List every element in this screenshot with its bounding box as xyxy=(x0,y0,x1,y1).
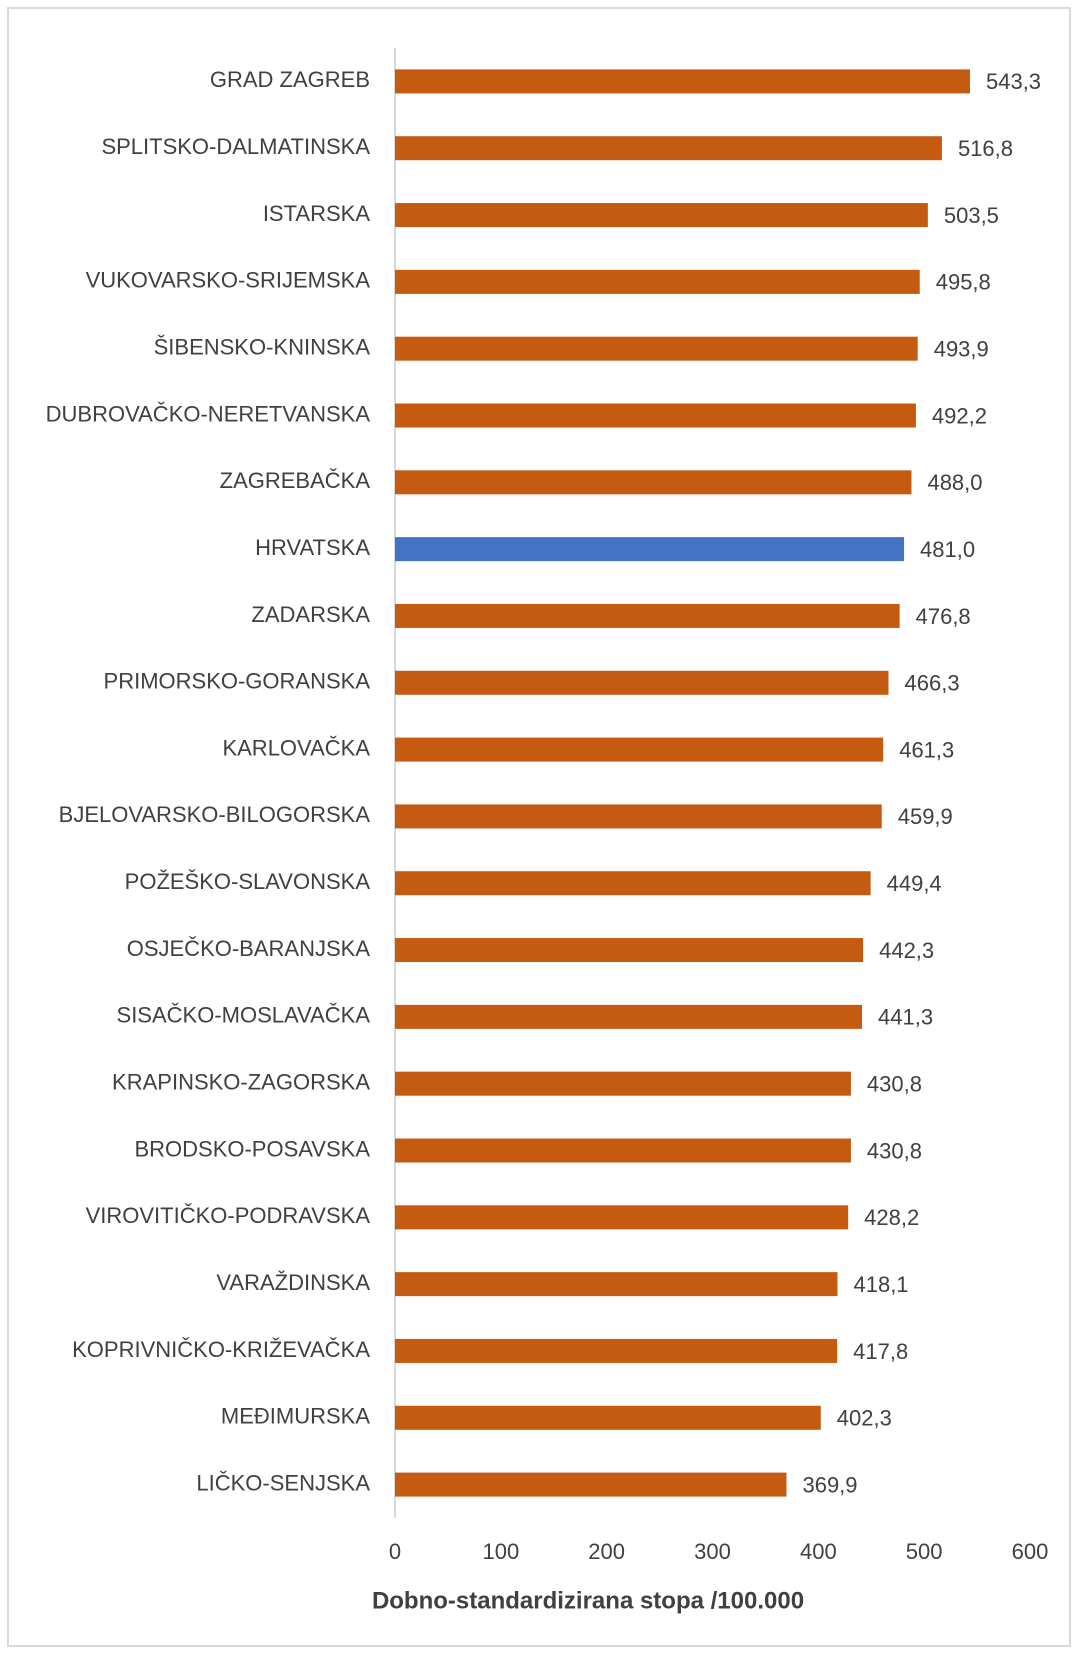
bar xyxy=(395,804,882,829)
bar xyxy=(395,1004,863,1029)
x-tick-label: 600 xyxy=(1012,1539,1049,1564)
bar xyxy=(395,603,900,628)
bar xyxy=(395,938,864,963)
data-label: 493,9 xyxy=(934,336,989,361)
y-tick-label: ŠIBENSKO-KNINSKA xyxy=(154,334,371,359)
data-label: 442,3 xyxy=(879,938,934,963)
x-tick-label: 0 xyxy=(389,1539,401,1564)
bar xyxy=(395,1205,849,1230)
y-tick-label: ZAGREBAČKA xyxy=(220,468,371,493)
bar xyxy=(395,737,884,762)
y-tick-label: ZADARSKA xyxy=(251,602,370,627)
y-tick-label: SISAČKO-MOSLAVAČKA xyxy=(117,1003,371,1028)
bar xyxy=(395,470,912,495)
data-label: 402,3 xyxy=(837,1406,892,1431)
data-label: 495,8 xyxy=(936,270,991,295)
x-tick-label: 200 xyxy=(588,1539,625,1564)
bar xyxy=(395,1071,851,1096)
bar xyxy=(395,1272,838,1297)
bar xyxy=(395,269,920,294)
data-label: 417,8 xyxy=(853,1339,908,1364)
data-label: 418,1 xyxy=(853,1272,908,1297)
y-tick-label: KRAPINSKO-ZAGORSKA xyxy=(112,1069,370,1094)
x-tick-label: 100 xyxy=(482,1539,519,1564)
data-label: 516,8 xyxy=(958,136,1013,161)
bar xyxy=(395,403,916,428)
bar xyxy=(395,1472,787,1497)
bar xyxy=(395,336,918,361)
data-label: 488,0 xyxy=(927,470,982,495)
y-tick-label: HRVATSKA xyxy=(255,535,370,560)
y-tick-label: PRIMORSKO-GORANSKA xyxy=(104,669,371,694)
bar xyxy=(395,1138,851,1163)
bar xyxy=(395,670,889,695)
bar xyxy=(395,537,905,562)
y-tick-label: SPLITSKO-DALMATINSKA xyxy=(101,134,370,159)
data-label: 441,3 xyxy=(878,1005,933,1030)
data-label: 543,3 xyxy=(986,69,1041,94)
data-label: 428,2 xyxy=(864,1205,919,1230)
y-tick-label: VUKOVARSKO-SRIJEMSKA xyxy=(86,268,371,293)
y-tick-label: ISTARSKA xyxy=(263,201,371,226)
data-label: 430,8 xyxy=(867,1138,922,1163)
data-label: 461,3 xyxy=(899,737,954,762)
data-label: 459,9 xyxy=(898,804,953,829)
bar xyxy=(395,69,970,94)
y-tick-label: OSJEČKO-BARANJSKA xyxy=(127,936,371,961)
y-tick-label: BJELOVARSKO-BILOGORSKA xyxy=(59,802,371,827)
x-tick-label: 400 xyxy=(800,1539,837,1564)
y-tick-label: KARLOVAČKA xyxy=(222,735,370,760)
y-tick-label: POŽEŠKO-SLAVONSKA xyxy=(125,869,371,894)
y-tick-label: KOPRIVNIČKO-KRIŽEVAČKA xyxy=(72,1337,370,1362)
data-label: 476,8 xyxy=(916,604,971,629)
data-label: 503,5 xyxy=(944,203,999,228)
data-label: 466,3 xyxy=(905,671,960,696)
bar xyxy=(395,136,942,161)
chart-border xyxy=(7,7,1071,1647)
y-tick-label: VIROVITIČKO-PODRAVSKA xyxy=(86,1203,371,1228)
x-axis-title: Dobno-standardizirana stopa /100.000 xyxy=(372,1587,804,1614)
bar xyxy=(395,871,871,896)
data-label: 430,8 xyxy=(867,1071,922,1096)
bar xyxy=(395,1405,821,1430)
y-tick-label: VARAŽDINSKA xyxy=(216,1270,370,1295)
data-label: 449,4 xyxy=(887,871,942,896)
bar xyxy=(395,1338,838,1363)
y-tick-label: MEĐIMURSKA xyxy=(221,1404,370,1429)
data-label: 369,9 xyxy=(802,1472,857,1497)
y-tick-label: DUBROVAČKO-NERETVANSKA xyxy=(46,401,371,426)
y-tick-label: BRODSKO-POSAVSKA xyxy=(134,1136,370,1161)
y-tick-label: GRAD ZAGREB xyxy=(210,67,370,92)
x-tick-label: 300 xyxy=(694,1539,731,1564)
bar xyxy=(395,203,928,228)
data-label: 492,2 xyxy=(932,403,987,428)
data-label: 481,0 xyxy=(920,537,975,562)
y-tick-label: LIČKO-SENJSKA xyxy=(196,1470,370,1495)
x-tick-label: 500 xyxy=(906,1539,943,1564)
